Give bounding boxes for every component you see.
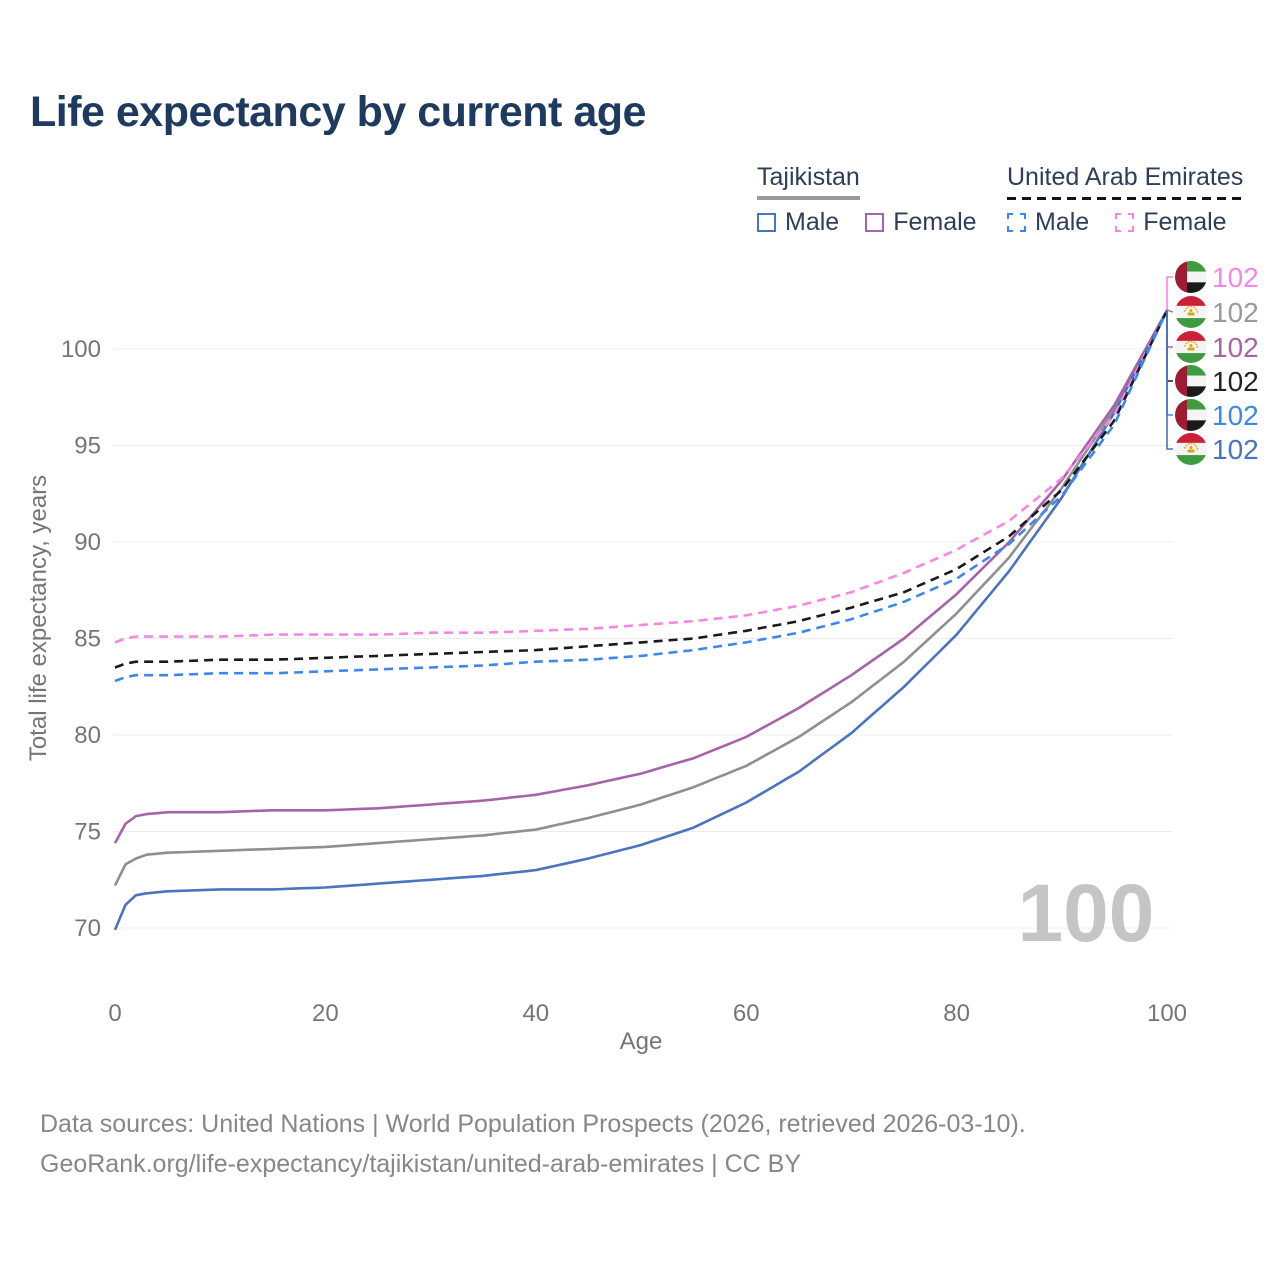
label-connector-tj-male <box>1166 310 1173 450</box>
series-line-tj-male[interactable] <box>113 309 1169 931</box>
x-tick-label: 60 <box>733 1000 760 1027</box>
age-watermark: 100 <box>1018 868 1155 959</box>
x-axis-title: Age <box>620 1028 663 1055</box>
label-connector-uae-all <box>1166 310 1173 382</box>
x-tick-label: 80 <box>943 1000 970 1027</box>
footer: Data sources: United Nations | World Pop… <box>40 1104 1026 1184</box>
flag-icon-united-arab-emirates <box>1175 365 1207 397</box>
label-connector-uae-female <box>1166 276 1173 310</box>
y-tick-label: 75 <box>74 819 101 846</box>
x-tick-label: 100 <box>1147 1000 1187 1027</box>
end-value-label-uae-female: 102 <box>1212 262 1259 293</box>
legend-header-uae[interactable]: United Arab Emirates <box>1007 163 1244 200</box>
swatch-tajikistan-male-icon <box>757 213 776 232</box>
end-value-label-uae-male: 102 <box>1212 400 1259 431</box>
legend-item-tajikistan-female[interactable]: Female <box>865 208 977 237</box>
grid-and-axes: 70 75 80 85 90 95 100 0 20 40 60 80 100 Age Total life… <box>25 336 1187 1055</box>
swatch-tajikistan-female-icon <box>865 213 885 232</box>
legend-label-tajikistan-female: Female <box>893 208 977 236</box>
end-value-label-tj-all: 102 <box>1212 297 1259 328</box>
swatch-uae-male-icon <box>1007 213 1026 232</box>
y-tick-label: 85 <box>74 626 101 653</box>
legend-items-uae: Male Female <box>1007 208 1243 237</box>
series-line-uae-all[interactable] <box>114 309 1169 669</box>
end-value-label-uae-all: 102 <box>1212 366 1259 397</box>
legend-label-uae-male: Male <box>1035 208 1090 236</box>
y-axis-title: Total life expectancy, years <box>25 475 52 761</box>
x-tick-label: 0 <box>108 1000 121 1027</box>
y-tick-label: 70 <box>74 915 101 942</box>
x-tick-label: 20 <box>312 1000 339 1027</box>
label-connector-tj-female <box>1166 310 1173 348</box>
page-title: Life expectancy by current age <box>30 88 646 136</box>
flag-icon-united-arab-emirates <box>1175 261 1207 293</box>
footer-data-sources: Data sources: United Nations | World Pop… <box>40 1110 1026 1138</box>
flag-icon-tajikistan <box>1175 331 1207 363</box>
series-line-uae-female[interactable] <box>114 309 1169 644</box>
legend-group-uae: United Arab Emirates Male Female <box>1007 163 1244 237</box>
flag-icon-tajikistan <box>1175 433 1207 465</box>
x-tick-label: 40 <box>522 1000 549 1027</box>
legend-label-uae-female: Female <box>1143 208 1227 236</box>
end-value-label-tj-female: 102 <box>1212 332 1259 363</box>
legend-item-tajikistan-male[interactable]: Male <box>757 208 839 237</box>
swatch-uae-female-icon <box>1115 213 1135 232</box>
flag-icon-tajikistan <box>1175 296 1207 328</box>
series-line-uae-male[interactable] <box>114 309 1169 683</box>
legend-items-tajikistan: Male Female <box>757 208 977 237</box>
legend-item-uae-female[interactable]: Female <box>1115 208 1227 237</box>
y-tick-label: 90 <box>74 529 101 556</box>
y-tick-label: 95 <box>74 433 101 460</box>
end-value-label-tj-male: 102 <box>1212 434 1259 465</box>
legend-label-tajikistan-male: Male <box>785 208 840 236</box>
legend-group-tajikistan: Tajikistan Male Female <box>757 163 977 237</box>
legend-item-uae-male[interactable]: Male <box>1007 208 1089 237</box>
legend-header-tajikistan[interactable]: Tajikistan <box>757 163 860 200</box>
series-line-tj-all[interactable] <box>113 309 1169 887</box>
series-line-tj-female[interactable] <box>113 309 1169 844</box>
y-tick-label: 80 <box>74 722 101 749</box>
label-connector-tj-all <box>1166 309 1174 313</box>
flag-icon-united-arab-emirates <box>1175 399 1207 431</box>
footer-attribution: GeoRank.org/life-expectancy/tajikistan/u… <box>40 1150 801 1178</box>
y-tick-label: 100 <box>61 336 101 363</box>
label-connector-uae-male <box>1166 310 1173 416</box>
